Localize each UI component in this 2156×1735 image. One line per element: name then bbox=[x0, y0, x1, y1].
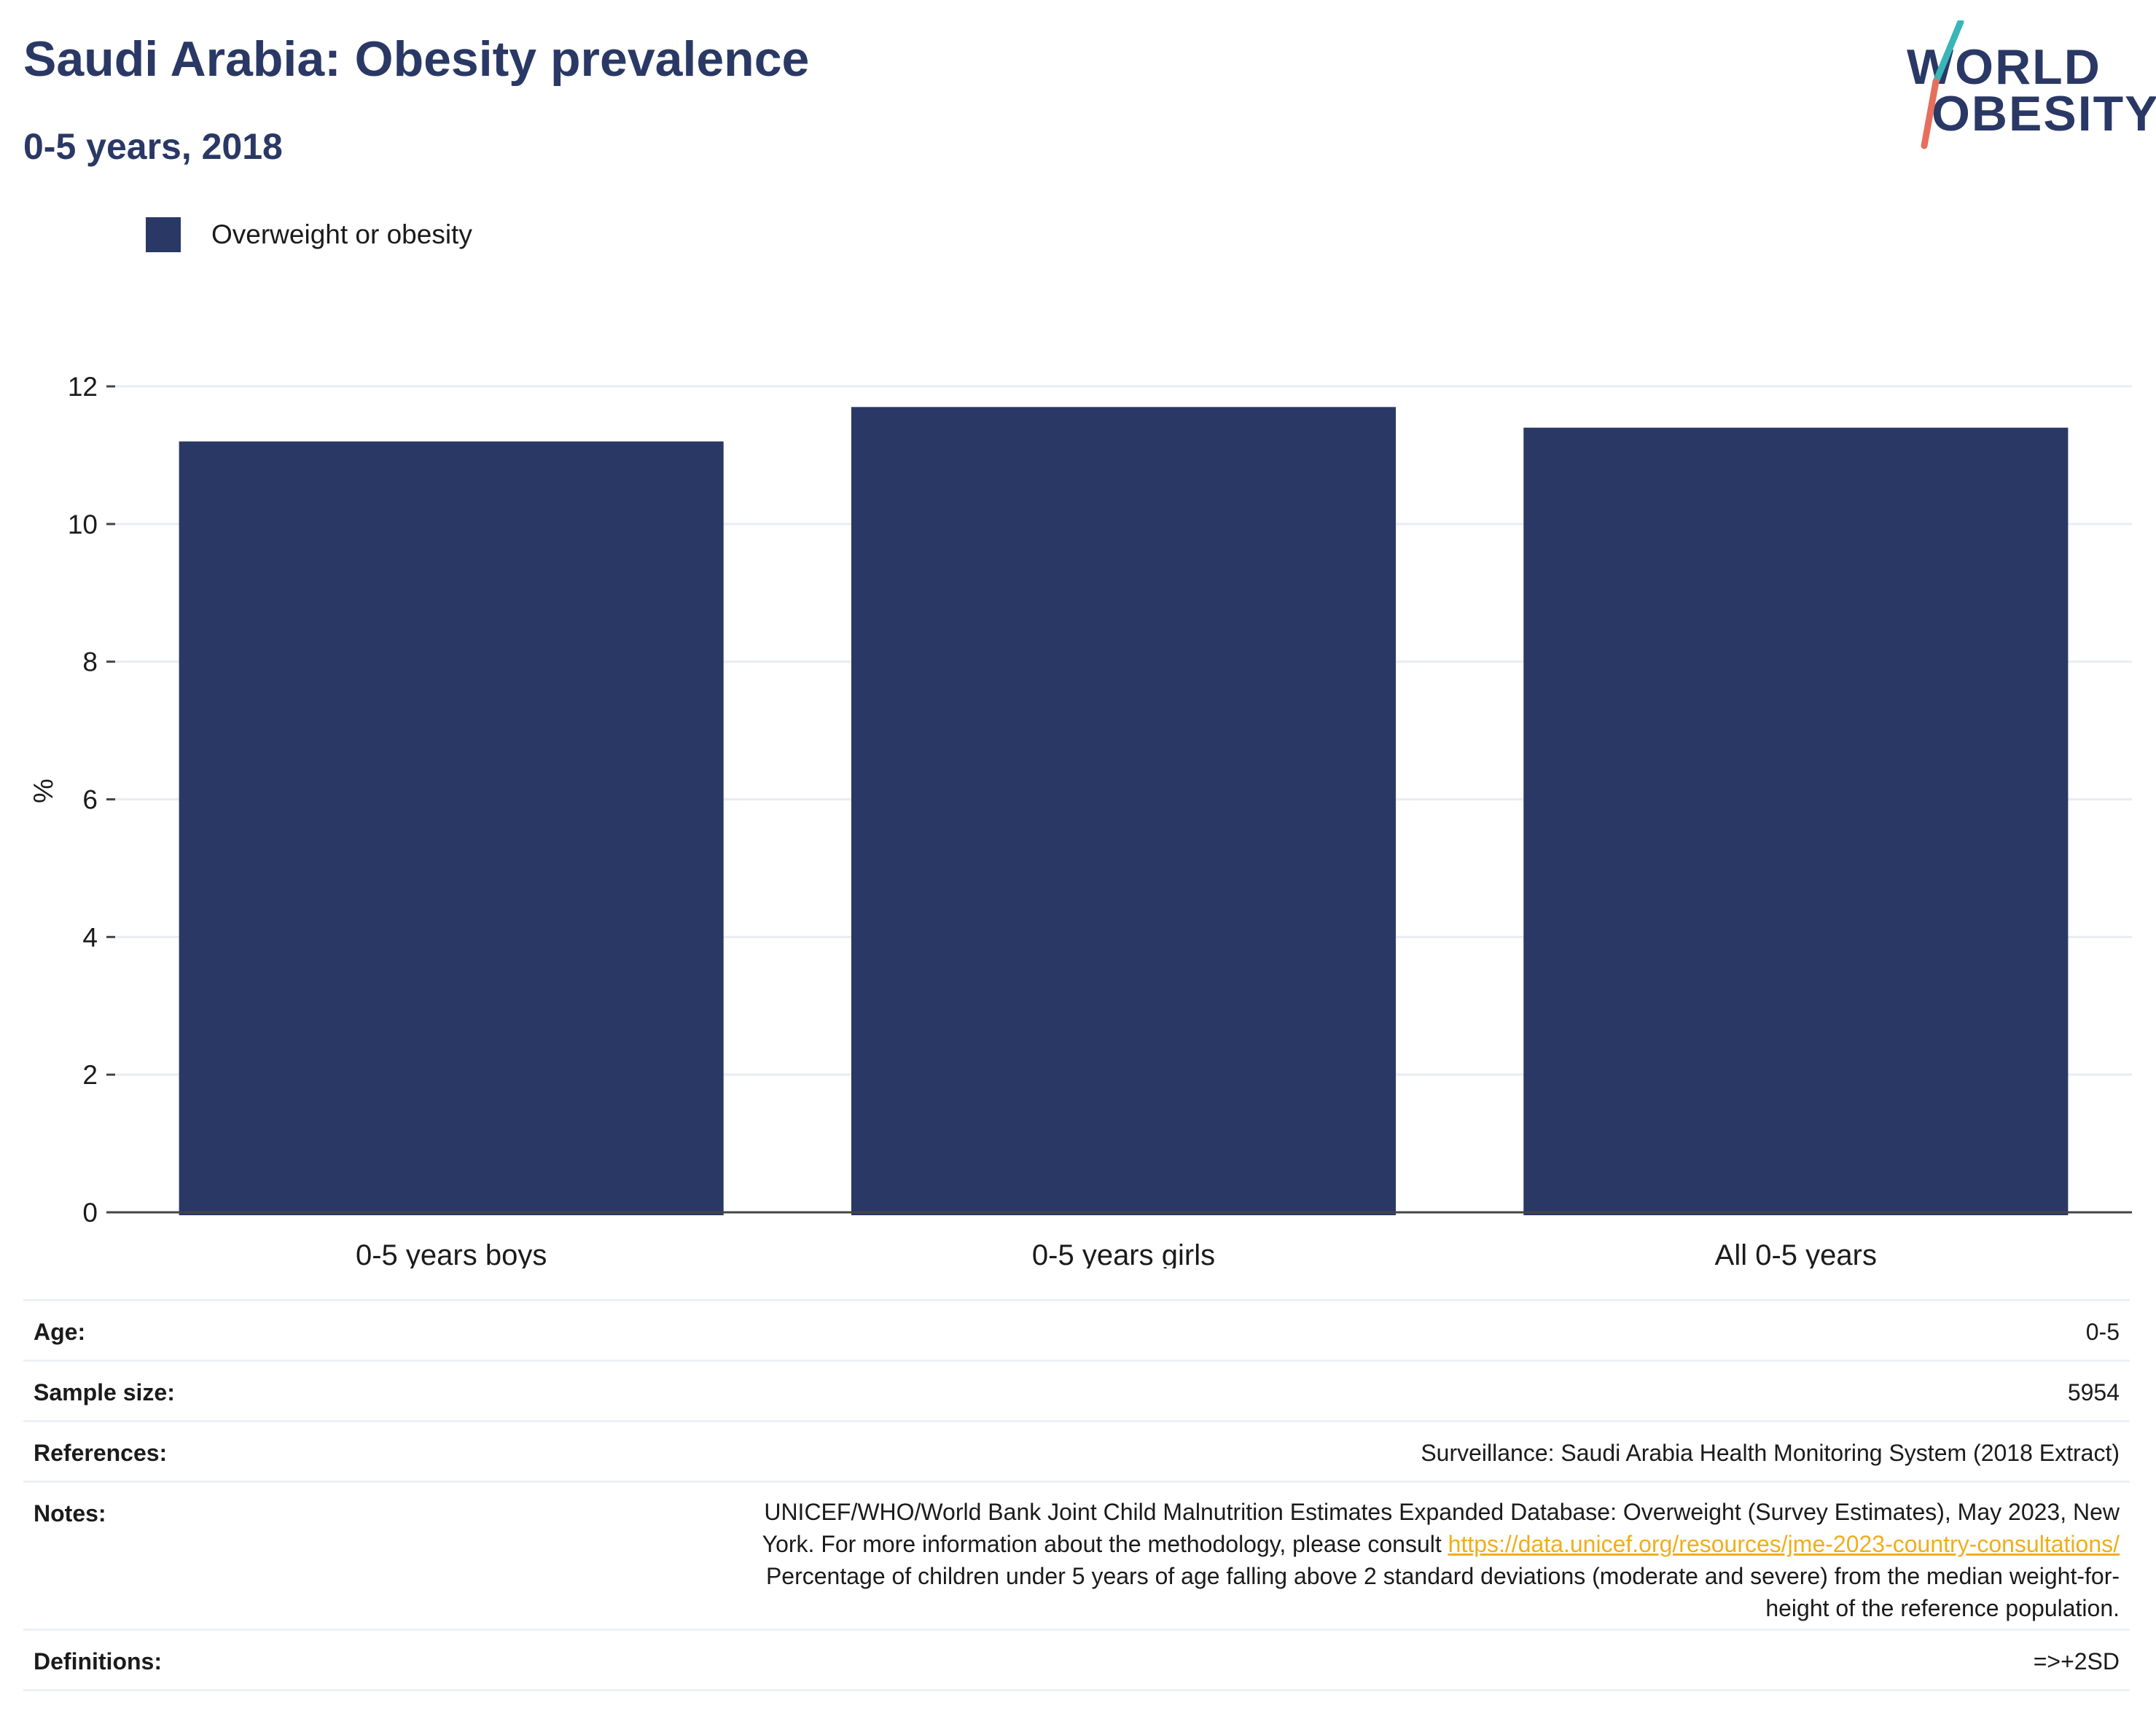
meta-row-notes: Notes: UNICEF/WHO/World Bank Joint Child… bbox=[23, 1483, 2130, 1631]
notes-line-3: Percentage of children under 5 years of … bbox=[765, 1563, 2120, 1589]
x-tick-label: All 0-5 years bbox=[1715, 1239, 1877, 1268]
meta-row-age: Age: 0-5 bbox=[23, 1301, 2130, 1362]
methodology-link[interactable]: https://data.unicef.org/resources/jme-20… bbox=[1448, 1531, 2120, 1557]
y-tick-label: 2 bbox=[82, 1060, 98, 1090]
y-tick-label: 6 bbox=[82, 785, 98, 815]
logo-line-2: OBESITY bbox=[1932, 86, 2156, 141]
notes-line-4: height of the reference population. bbox=[1765, 1595, 2120, 1621]
notes-line-2-text: York. For more information about the met… bbox=[762, 1531, 1448, 1557]
x-tick-label: 0-5 years boys bbox=[356, 1239, 547, 1268]
meta-notes-label: Notes: bbox=[34, 1500, 106, 1527]
y-tick-label: 8 bbox=[82, 647, 98, 677]
meta-definitions-value: =>+2SD bbox=[2033, 1648, 2120, 1674]
bar bbox=[179, 441, 724, 1215]
meta-sample-label: Sample size: bbox=[34, 1379, 175, 1405]
bars bbox=[179, 407, 2069, 1216]
bar-chart: 0 2 4 6 8 10 12 0-5 years boys 0-5 years girls Al… bbox=[28, 372, 2132, 1268]
meta-notes-value: UNICEF/WHO/World Bank Joint Child Malnut… bbox=[545, 1483, 2120, 1624]
meta-references-value: Surveillance: Saudi Arabia Health Monito… bbox=[1421, 1440, 2120, 1466]
meta-row-references: References: Surveillance: Saudi Arabia H… bbox=[23, 1422, 2130, 1483]
page-title: Saudi Arabia: Obesity prevalence bbox=[23, 31, 810, 87]
notes-line-2: York. For more information about the met… bbox=[545, 1528, 2120, 1560]
metadata-table: Age: 0-5 Sample size: 5954 References: S… bbox=[23, 1299, 2130, 1691]
world-obesity-logo[interactable]: WORLD OBESITY bbox=[1895, 20, 2156, 159]
meta-definitions-label: Definitions: bbox=[34, 1648, 162, 1674]
y-tick-label: 10 bbox=[68, 510, 98, 539]
axes: 0 2 4 6 8 10 12 0-5 years boys 0-5 years girls Al… bbox=[68, 372, 2132, 1268]
meta-row-definitions: Definitions: =>+2SD bbox=[23, 1631, 2130, 1691]
y-tick-label: 0 bbox=[82, 1198, 98, 1228]
meta-age-label: Age: bbox=[34, 1319, 86, 1345]
y-tick-label: 12 bbox=[68, 372, 98, 402]
logo-slash-icon bbox=[1921, 20, 1964, 149]
notes-line-1: UNICEF/WHO/World Bank Joint Child Malnut… bbox=[764, 1499, 2120, 1525]
y-tick-label: 4 bbox=[82, 922, 98, 952]
meta-row-sample-size: Sample size: 5954 bbox=[23, 1362, 2130, 1422]
legend-label: Overweight or obesity bbox=[211, 219, 472, 249]
meta-references-label: References: bbox=[34, 1440, 168, 1466]
x-tick-label: 0-5 years girls bbox=[1032, 1239, 1215, 1268]
legend-swatch bbox=[146, 217, 181, 252]
y-axis-label: % bbox=[28, 779, 59, 803]
meta-age-value: 0-5 bbox=[2085, 1319, 2120, 1345]
page-subtitle: 0-5 years, 2018 bbox=[23, 126, 283, 167]
chart-legend: Overweight or obesity bbox=[146, 216, 472, 254]
bar bbox=[1523, 427, 2069, 1215]
meta-sample-value: 5954 bbox=[2067, 1379, 2120, 1405]
bar bbox=[851, 407, 1397, 1216]
